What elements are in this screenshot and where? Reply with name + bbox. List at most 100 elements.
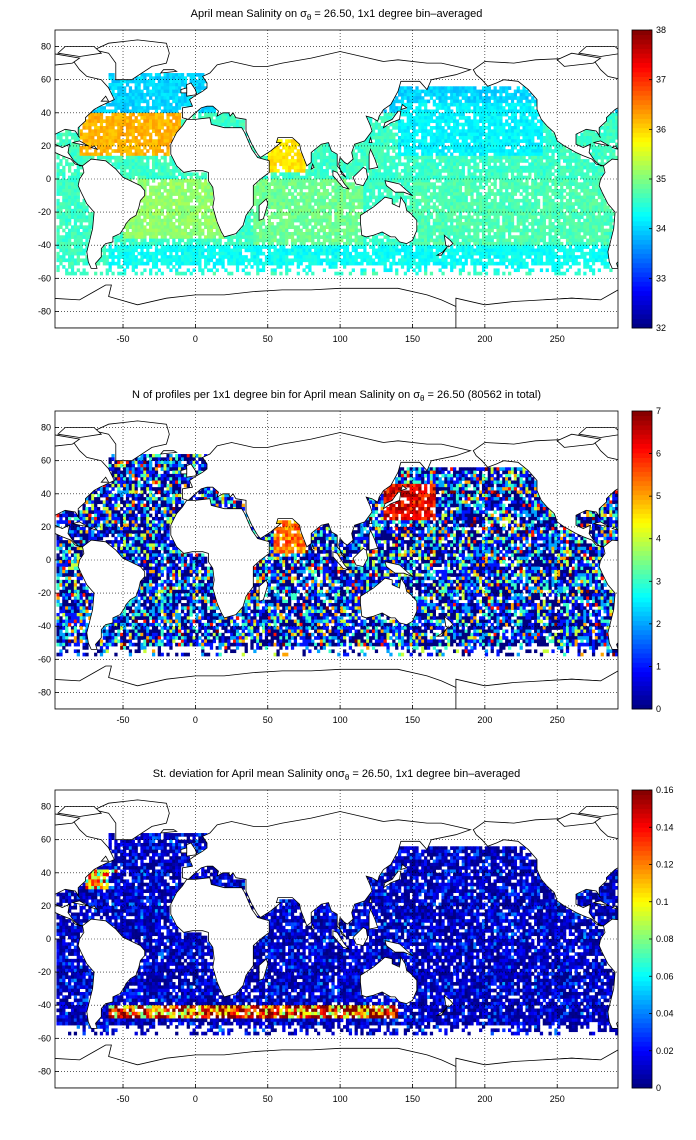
heatmap-cell — [510, 99, 515, 104]
heatmap-cell — [398, 142, 402, 147]
heatmap-cell — [169, 82, 173, 87]
heatmap-cell — [186, 182, 190, 186]
heatmap-cell — [253, 218, 257, 223]
heatmap-cell — [481, 208, 486, 213]
heatmap-cell — [479, 92, 483, 97]
heatmap-cell — [496, 96, 500, 100]
heatmap-cell — [493, 109, 497, 114]
heatmap-cell — [351, 155, 355, 160]
heatmap-cell — [270, 225, 274, 230]
heatmap-cell — [406, 96, 410, 100]
heatmap-cell — [534, 112, 538, 117]
heatmap-cell — [441, 106, 445, 110]
heatmap-cell — [484, 155, 489, 160]
heatmap-cell — [453, 126, 457, 130]
heatmap-cell — [458, 182, 463, 186]
heatmap-cell — [125, 82, 130, 87]
heatmap-cell — [149, 126, 153, 130]
heatmap-cell — [143, 212, 147, 216]
heatmap-cell — [484, 152, 489, 157]
heatmap-cell — [421, 228, 425, 233]
heatmap-cell — [499, 92, 503, 97]
heatmap-cell — [438, 112, 442, 117]
heatmap-cell — [496, 126, 500, 130]
heatmap-cell — [371, 126, 376, 130]
heatmap-cell — [516, 135, 520, 140]
heatmap-cell — [473, 142, 477, 147]
heatmap-cell — [513, 165, 518, 170]
heatmap-cell — [108, 126, 112, 130]
heatmap-cell — [438, 188, 442, 193]
heatmap-cell — [82, 155, 86, 160]
heatmap-cell — [542, 185, 546, 190]
heatmap-cell — [421, 159, 425, 163]
heatmap-cell — [513, 162, 518, 167]
heatmap-cell — [476, 185, 480, 190]
heatmap-cell — [134, 126, 138, 130]
heatmap-cell — [163, 122, 167, 127]
heatmap-cell — [299, 169, 303, 173]
heatmap-cell — [134, 92, 138, 97]
heatmap-cell — [386, 142, 390, 147]
heatmap-cell — [178, 119, 182, 124]
heatmap-cell — [175, 109, 179, 114]
heatmap-cell — [534, 179, 538, 183]
heatmap-cell — [531, 145, 535, 150]
heatmap-cell — [128, 109, 133, 114]
heatmap-cell — [447, 215, 451, 220]
heatmap-cell — [322, 202, 326, 206]
heatmap-cell — [432, 172, 436, 177]
heatmap-cell — [175, 89, 179, 94]
heatmap-cell — [426, 152, 431, 157]
heatmap-cell — [580, 208, 584, 213]
heatmap-cell — [473, 149, 477, 153]
heatmap-cell — [499, 198, 503, 203]
heatmap-cell — [172, 122, 176, 127]
heatmap-cell — [528, 102, 532, 107]
heatmap-cell — [522, 165, 526, 170]
heatmap-cell — [505, 228, 509, 233]
heatmap-cell — [111, 119, 115, 124]
heatmap-cell — [508, 135, 512, 140]
heatmap-cell — [473, 159, 477, 163]
heatmap-cell — [108, 73, 112, 77]
heatmap-cell — [204, 215, 208, 220]
heatmap-cell — [398, 122, 402, 127]
heatmap-cell — [340, 212, 344, 216]
heatmap-cell — [531, 96, 535, 100]
heatmap-cell — [513, 179, 518, 183]
heatmap-cell — [149, 119, 153, 124]
heatmap-cell — [366, 202, 370, 206]
heatmap-cell — [146, 106, 150, 110]
heatmap-cell — [415, 159, 419, 163]
heatmap-cell — [125, 135, 130, 140]
heatmap-cell — [464, 122, 468, 127]
heatmap-cell — [178, 231, 182, 236]
heatmap-cell — [328, 198, 332, 203]
heatmap-cell — [73, 198, 78, 203]
heatmap-cell — [296, 155, 300, 160]
heatmap-cell — [354, 185, 358, 190]
heatmap-cell — [85, 119, 89, 124]
heatmap-cell — [146, 159, 150, 163]
heatmap-cell — [151, 175, 156, 180]
heatmap-cell — [539, 135, 544, 140]
heatmap-cell — [125, 159, 130, 163]
heatmap-cell — [542, 126, 546, 130]
heatmap-cell — [134, 152, 138, 157]
heatmap-cell — [386, 185, 390, 190]
heatmap-cell — [464, 188, 468, 193]
heatmap-cell — [82, 225, 86, 230]
heatmap-cell — [522, 116, 526, 120]
heatmap-cell — [505, 182, 509, 186]
heatmap-cell — [302, 212, 306, 216]
heatmap-cell — [192, 228, 196, 233]
heatmap-cell — [94, 149, 98, 153]
heatmap-cell — [233, 116, 237, 120]
heatmap-cell — [163, 92, 167, 97]
heatmap-cell — [421, 218, 425, 223]
heatmap-cell — [522, 106, 526, 110]
heatmap-cell — [467, 202, 471, 206]
heatmap-cell — [270, 152, 274, 157]
heatmap-cell — [536, 135, 541, 140]
